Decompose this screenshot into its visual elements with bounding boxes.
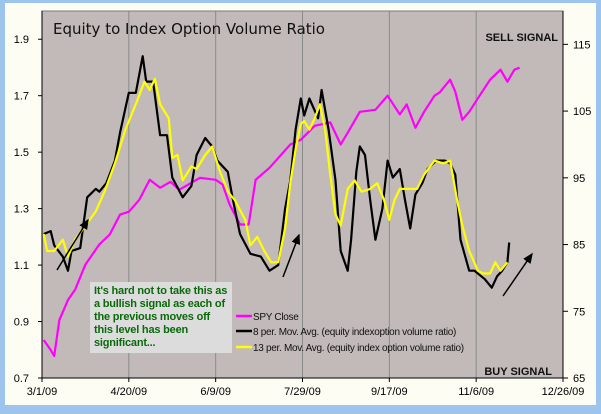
legend: SPY Close 8 per. Mov. Avg. (equity index… [236, 312, 464, 354]
legend-label-spy: SPY Close [253, 312, 299, 323]
y-left-tick-label: 1.7 [14, 91, 29, 103]
arrow-annotation-2 [282, 233, 301, 278]
y-right-tick-label: 85 [573, 240, 585, 252]
y-left-tick-label: 1.3 [14, 204, 29, 216]
x-tick-label: 9/17/09 [371, 386, 408, 398]
y-right-tick-label: 65 [573, 373, 585, 385]
legend-label-8ma: 8 per. Mov. Avg. (equity indexoption vol… [253, 327, 456, 338]
arrow-annotation-3 [502, 252, 533, 297]
x-tick-label: 4/20/09 [110, 386, 147, 398]
x-tick-label: 12/26/09 [542, 386, 585, 398]
y-right-tick-label: 95 [573, 173, 585, 185]
annotation-note: It's hard not to take this as a bullish … [90, 282, 232, 353]
y-left-tick-label: 1.5 [14, 147, 29, 159]
arrow-annotation-1 [56, 218, 89, 271]
y-right-tick-label: 115 [573, 39, 591, 51]
y-left-tick-label: 0.9 [14, 317, 29, 329]
y-left-tick-label: 1.9 [14, 34, 29, 46]
series-line-0 [42, 66, 520, 358]
buy-signal-label: BUY SIGNAL [484, 366, 552, 378]
y-right-tick-label: 105 [573, 106, 591, 118]
series-line-2 [42, 77, 509, 275]
x-tick-label: 3/1/09 [27, 386, 58, 398]
x-tick-label: 6/9/09 [200, 386, 231, 398]
x-tick-label: 11/6/09 [458, 386, 494, 398]
sell-signal-label: SELL SIGNAL [485, 32, 558, 44]
chart-title: Equity to Index Option Volume Ratio [53, 20, 325, 38]
y-right-tick-label: 75 [573, 306, 585, 318]
x-tick-label: 7/29/09 [284, 386, 321, 398]
y-left-tick-label: 1.1 [14, 260, 29, 272]
y-left-tick-label: 0.7 [14, 373, 29, 385]
legend-label-13ma: 13 per. Mov. Avg. (equity index option v… [253, 343, 464, 354]
